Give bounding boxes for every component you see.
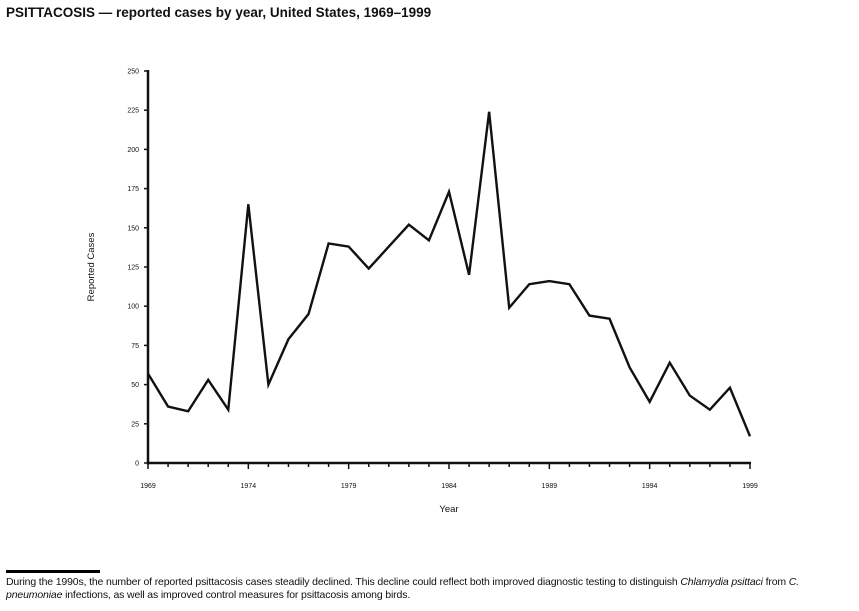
x-tick-label: 1974 bbox=[241, 483, 257, 490]
y-tick-label: 250 bbox=[127, 69, 139, 76]
y-tick-label: 225 bbox=[127, 108, 139, 115]
x-tick-label: 1984 bbox=[441, 483, 457, 490]
y-tick-label: 50 bbox=[131, 382, 139, 389]
footnote-text: During the 1990s, the number of reported… bbox=[6, 576, 681, 588]
x-axis-title: Year bbox=[439, 504, 458, 515]
series-line bbox=[146, 111, 752, 437]
footnote: During the 1990s, the number of reported… bbox=[6, 576, 856, 601]
x-tick-label: 1969 bbox=[140, 483, 156, 490]
x-tick-label: 1994 bbox=[642, 483, 658, 490]
line-chart: 0 25 50 75 100 125 150 175 200 225 250 1969 1974 1979… bbox=[86, 69, 758, 516]
x-tick-label: 1979 bbox=[341, 483, 357, 490]
y-tick-label: 0 bbox=[135, 461, 139, 468]
footnote-text: infections, as well as improved control … bbox=[62, 588, 411, 601]
y-tick-label: 175 bbox=[127, 186, 139, 193]
x-tick-label: 1999 bbox=[742, 483, 758, 490]
footnote-divider bbox=[6, 570, 100, 573]
y-tick-label: 125 bbox=[127, 265, 139, 272]
y-tick-label: 150 bbox=[127, 225, 139, 232]
y-tick-label: 200 bbox=[127, 147, 139, 154]
y-tick-label: 25 bbox=[131, 421, 139, 428]
x-tick-label: 1989 bbox=[542, 483, 558, 490]
y-tick-label: 75 bbox=[131, 343, 139, 350]
y-tick-label: 100 bbox=[127, 304, 139, 311]
footnote-italic-text: C. pneumoniae bbox=[6, 576, 799, 601]
footnote-text: from bbox=[762, 576, 789, 588]
chart-title: PSITTACOSIS — reported cases by year, Un… bbox=[6, 5, 432, 20]
axes: 0 25 50 75 100 125 150 175 200 225 250 1969 1974 1979… bbox=[127, 69, 758, 491]
y-axis-title: Reported Cases bbox=[86, 232, 97, 301]
footnote-italic-text: Chlamydia psittaci bbox=[680, 576, 763, 588]
